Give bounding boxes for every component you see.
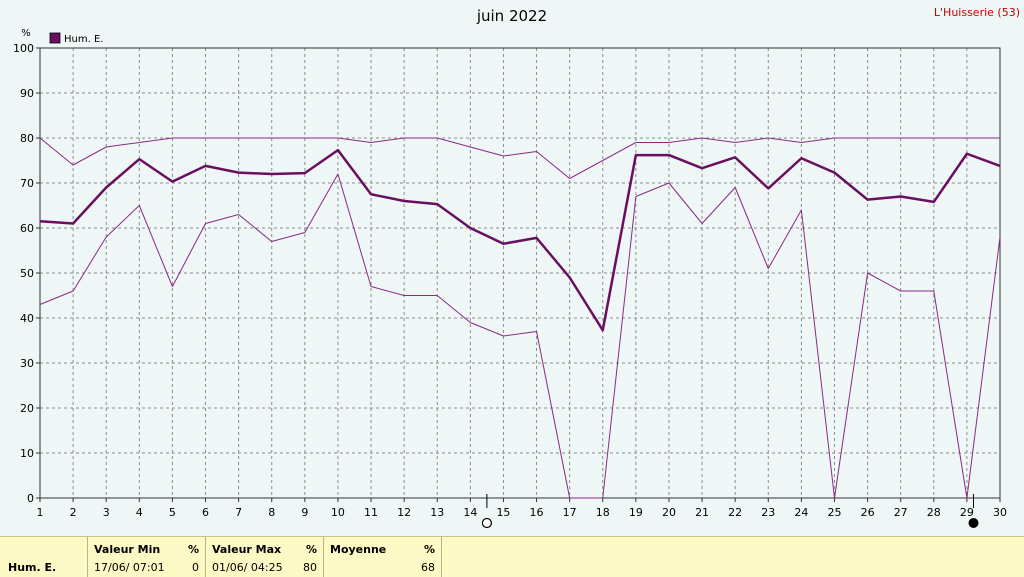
x-tick-label: 23 — [761, 506, 775, 519]
y-tick-label: 30 — [20, 357, 34, 370]
x-tick-label: 15 — [496, 506, 510, 519]
x-tick-label: 2 — [70, 506, 77, 519]
y-tick-label: 40 — [20, 312, 34, 325]
y-tick-label: 50 — [20, 267, 34, 280]
x-tick-label: 4 — [136, 506, 143, 519]
x-tick-label: 20 — [662, 506, 676, 519]
y-tick-label: 60 — [20, 222, 34, 235]
x-tick-label: 5 — [169, 506, 176, 519]
x-tick-label: 9 — [301, 506, 308, 519]
series-line-mean — [39, 148, 1001, 332]
x-tick-label: 8 — [268, 506, 275, 519]
y-tick-label: 100 — [13, 42, 34, 55]
y-tick-label: 0 — [27, 492, 34, 505]
moon-phases — [481, 494, 979, 529]
max-value: 80 — [303, 561, 317, 574]
mean-header: Moyenne — [330, 543, 387, 556]
min-unit: % — [187, 543, 199, 556]
legend-swatch — [49, 32, 61, 44]
x-tick-label: 28 — [927, 506, 941, 519]
series-line-min — [39, 173, 1001, 499]
y-tick-label: 90 — [20, 87, 34, 100]
x-tick-label: 7 — [235, 506, 242, 519]
grid — [40, 48, 1000, 498]
x-tick-label: 17 — [563, 506, 577, 519]
x-tick-label: 1 — [37, 506, 44, 519]
x-tick-label: 12 — [397, 506, 411, 519]
y-tick-label: 20 — [20, 402, 34, 415]
legend-label: Hum. E. — [64, 34, 103, 45]
min-header: Valeur Min — [94, 543, 161, 556]
x-tick-label: 16 — [530, 506, 544, 519]
series-layer — [39, 137, 1001, 499]
summary-table: Hum. E. Valeur Min % 17/06/ 07:01 0 Vale… — [0, 536, 1024, 577]
min-value: 0 — [192, 561, 199, 574]
location-label: L'Huisserie (53) — [934, 6, 1020, 19]
x-tick-label: 11 — [364, 506, 378, 519]
chart-title: juin 2022 — [476, 7, 547, 25]
summary-row-label-cell: Hum. E. — [0, 537, 88, 577]
summary-max-cell: Valeur Max % 01/06/ 04:25 80 — [206, 537, 324, 577]
x-tick-label: 27 — [894, 506, 908, 519]
x-tick-label: 22 — [728, 506, 742, 519]
x-tick-label: 10 — [331, 506, 345, 519]
x-tick-label: 25 — [827, 506, 841, 519]
full-moon-icon — [968, 518, 979, 528]
mean-value: 68 — [421, 561, 435, 574]
x-tick-label: 26 — [861, 506, 875, 519]
max-date: 01/06/ 04:25 — [212, 561, 283, 574]
x-tick-label: 30 — [993, 506, 1007, 519]
x-tick-label: 24 — [794, 506, 808, 519]
x-tick-label: 19 — [629, 506, 643, 519]
x-tick-label: 6 — [202, 506, 209, 519]
y-tick-label: 10 — [20, 447, 34, 460]
series-line-max — [39, 137, 1000, 179]
x-tick-label: 21 — [695, 506, 709, 519]
y-tick-label: 70 — [20, 177, 34, 190]
x-tick-label: 3 — [103, 506, 110, 519]
y-axis-unit: % — [21, 28, 31, 39]
y-tick-label: 80 — [20, 132, 34, 145]
x-tick-label: 14 — [463, 506, 477, 519]
max-unit: % — [305, 543, 317, 556]
humidity-chart: juin 2022 L'Huisserie (53) % Hum. E. 0 10… — [13, 6, 1020, 529]
x-tick-label: 29 — [960, 506, 974, 519]
summary-mean-cell: Moyenne % 68 — [324, 537, 442, 577]
mean-unit: % — [423, 543, 435, 556]
x-tick-label: 18 — [596, 506, 610, 519]
x-tick-label: 13 — [430, 506, 444, 519]
summary-row-label: Hum. E. — [8, 561, 57, 574]
new-moon-icon — [481, 517, 492, 529]
max-header: Valeur Max — [212, 543, 282, 556]
min-date: 17/06/ 07:01 — [94, 561, 165, 574]
summary-min-cell: Valeur Min % 17/06/ 07:01 0 — [88, 537, 206, 577]
